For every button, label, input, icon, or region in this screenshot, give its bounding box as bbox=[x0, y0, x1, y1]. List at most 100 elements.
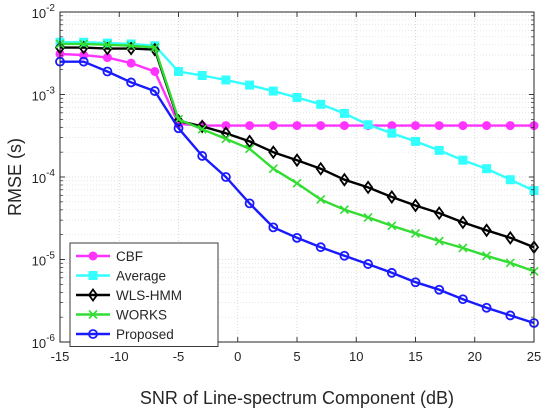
legend-entry-wls-hmm: WLS-HMM bbox=[76, 287, 182, 303]
legend-marker-cbf bbox=[88, 251, 98, 261]
y-axis-label: RMSE (s) bbox=[5, 138, 25, 216]
x-tick-label: -5 bbox=[173, 349, 185, 364]
data-point-works bbox=[505, 258, 515, 268]
legend-entry-cbf: CBF bbox=[76, 249, 143, 264]
legend-entry-average: Average bbox=[76, 269, 166, 284]
data-point-works bbox=[410, 228, 421, 238]
series-proposed bbox=[55, 56, 539, 328]
data-point-wls-hmm bbox=[434, 206, 445, 221]
data-point-average bbox=[363, 120, 373, 130]
data-point-proposed bbox=[457, 294, 468, 305]
data-point-average bbox=[292, 92, 302, 102]
data-point-works bbox=[150, 43, 160, 53]
legend-label-average: Average bbox=[116, 269, 166, 284]
data-point-works bbox=[102, 40, 112, 50]
data-point-works bbox=[197, 124, 207, 134]
data-point-wls-hmm bbox=[197, 119, 208, 134]
data-point-works bbox=[268, 164, 278, 174]
data-point-proposed bbox=[292, 232, 302, 243]
legend-marker-proposed bbox=[88, 329, 98, 339]
data-point-works bbox=[221, 134, 231, 144]
data-point-works bbox=[363, 212, 373, 222]
data-point-works bbox=[316, 194, 326, 205]
data-point-works bbox=[126, 41, 136, 51]
data-point-works bbox=[292, 178, 302, 188]
data-point-cbf bbox=[126, 58, 136, 68]
data-point-cbf bbox=[292, 121, 302, 131]
data-point-works bbox=[458, 243, 468, 253]
data-point-cbf bbox=[316, 121, 326, 131]
data-point-proposed bbox=[434, 284, 445, 295]
legend-entry-works: WORKS bbox=[76, 308, 167, 323]
x-tick-label: -10 bbox=[110, 349, 129, 364]
data-point-works bbox=[482, 251, 492, 261]
data-point-cbf bbox=[79, 50, 89, 60]
data-point-proposed bbox=[505, 310, 516, 321]
series-lines bbox=[54, 37, 540, 328]
x-tick-label: 15 bbox=[408, 349, 422, 364]
data-point-wls-hmm bbox=[291, 153, 303, 168]
data-point-proposed bbox=[197, 151, 208, 161]
data-point-proposed bbox=[78, 56, 89, 67]
axes: 10-6 10-5 10-4 10-3 10-2 -15 -10 -5 0 5 10 15 20 25 bbox=[32, 3, 542, 364]
data-point-wls-hmm bbox=[505, 230, 516, 245]
data-point-cbf bbox=[505, 121, 515, 131]
series-line-proposed bbox=[60, 60, 535, 325]
data-point-proposed bbox=[149, 86, 160, 96]
data-point-proposed bbox=[244, 198, 255, 209]
data-point-average bbox=[482, 164, 492, 174]
data-point-proposed bbox=[102, 66, 113, 77]
y-tick-label: 10-6 bbox=[32, 333, 56, 351]
data-point-wls-hmm bbox=[315, 161, 326, 176]
data-point-proposed bbox=[481, 302, 492, 313]
data-point-proposed bbox=[386, 267, 397, 278]
data-point-cbf bbox=[482, 121, 492, 131]
data-point-average bbox=[174, 67, 183, 77]
data-point-average bbox=[505, 175, 515, 185]
data-point-proposed bbox=[315, 242, 326, 253]
y-tick-label: 10-3 bbox=[32, 86, 56, 104]
data-point-works bbox=[339, 205, 349, 215]
data-point-cbf bbox=[434, 121, 444, 131]
legend-label-proposed: Proposed bbox=[116, 327, 174, 342]
data-point-works bbox=[387, 221, 397, 231]
x-axis-label: SNR of Line-spectrum Component (dB) bbox=[140, 388, 454, 408]
data-point-cbf bbox=[221, 121, 231, 131]
data-point-cbf bbox=[339, 121, 349, 131]
legend-label-works: WORKS bbox=[116, 308, 167, 323]
data-point-proposed bbox=[220, 172, 231, 182]
data-point-average bbox=[268, 86, 278, 96]
data-point-cbf bbox=[458, 121, 468, 131]
x-tick-label: 0 bbox=[234, 349, 241, 364]
y-tick-label: 10-2 bbox=[32, 3, 56, 21]
data-point-works bbox=[245, 144, 255, 154]
data-point-average bbox=[458, 155, 468, 165]
data-point-proposed bbox=[339, 250, 350, 261]
data-point-works bbox=[79, 39, 89, 49]
data-point-cbf bbox=[411, 121, 420, 131]
data-point-proposed bbox=[268, 222, 279, 233]
data-point-average bbox=[339, 108, 349, 118]
legend-marker-average bbox=[88, 271, 98, 280]
data-point-proposed bbox=[173, 123, 184, 134]
data-point-wls-hmm bbox=[386, 189, 397, 204]
legend-label-wls-hmm: WLS-HMM bbox=[116, 288, 182, 303]
data-point-average bbox=[434, 145, 444, 155]
data-point-proposed bbox=[126, 77, 137, 88]
legend-marker-works bbox=[88, 309, 98, 320]
data-point-wls-hmm bbox=[410, 198, 421, 213]
x-tick-label: 10 bbox=[349, 349, 363, 364]
data-point-cbf bbox=[387, 121, 397, 131]
data-point-wls-hmm bbox=[268, 145, 279, 160]
series-line-wls-hmm bbox=[60, 46, 535, 249]
data-point-cbf bbox=[245, 121, 255, 131]
x-tick-label: 5 bbox=[293, 349, 300, 364]
legend: CBF Average WLS-HMM WORKS Proposed bbox=[69, 242, 219, 347]
x-tick-label: 25 bbox=[527, 349, 541, 364]
legend-marker-wls-hmm bbox=[87, 287, 99, 303]
data-point-wls-hmm bbox=[244, 134, 255, 149]
data-point-average bbox=[387, 128, 397, 138]
data-point-cbf bbox=[150, 67, 160, 77]
legend-label-cbf: CBF bbox=[116, 249, 143, 264]
